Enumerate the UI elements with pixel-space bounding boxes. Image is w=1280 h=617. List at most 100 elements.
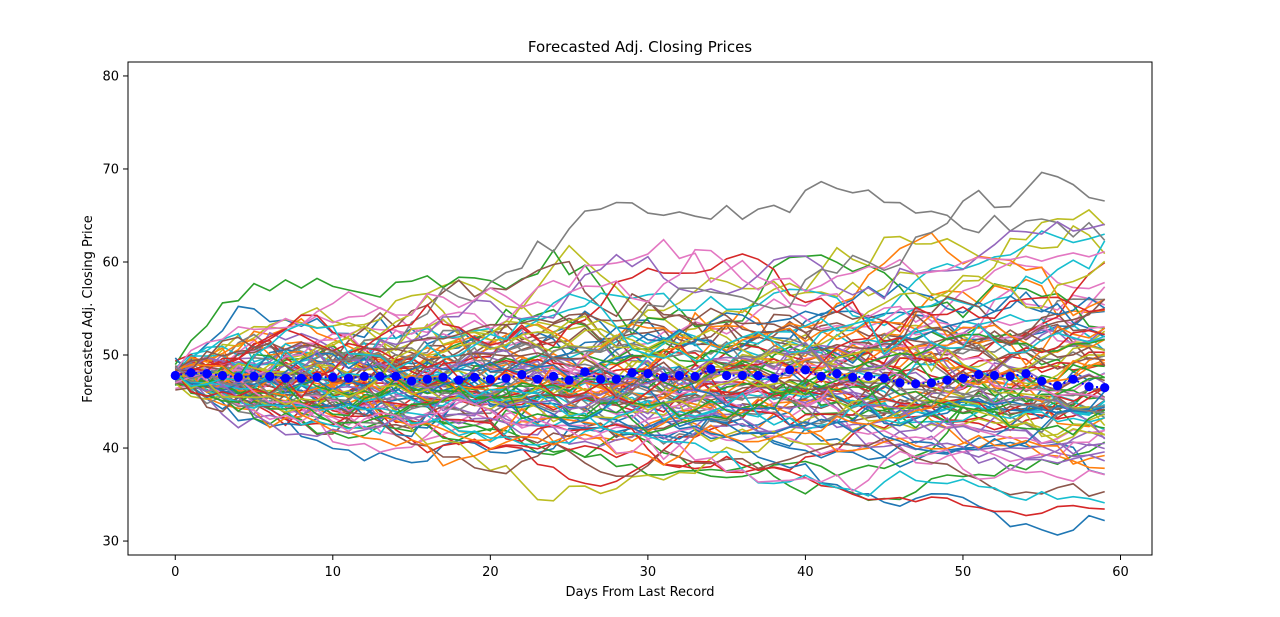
mean-point <box>296 373 306 383</box>
mean-point <box>643 369 653 379</box>
mean-point <box>1052 381 1063 391</box>
x-tick-label: 50 <box>955 565 972 580</box>
simulation-path <box>174 363 1105 439</box>
mean-point <box>470 372 480 382</box>
mean-point <box>989 370 1000 381</box>
mean-point <box>911 379 921 389</box>
simulation-path <box>174 329 1105 414</box>
simulation-path <box>174 373 1105 536</box>
mean-point <box>769 373 779 383</box>
mean-point <box>879 373 889 383</box>
x-tick-label: 30 <box>640 565 657 580</box>
simulation-path <box>174 283 1106 408</box>
mean-point <box>816 371 826 381</box>
chart-title: Forecasted Adj. Closing Prices <box>528 38 752 56</box>
mean-point <box>1100 383 1110 393</box>
mean-point <box>280 373 291 383</box>
simulation-path <box>175 171 1105 419</box>
simulation-path <box>174 352 1105 409</box>
mean-point <box>202 369 212 379</box>
mean-point <box>722 370 732 381</box>
mean-point <box>958 373 968 383</box>
simulation-path <box>175 180 1106 404</box>
mean-point <box>785 365 795 375</box>
mean-point <box>422 374 432 384</box>
simulation-path <box>175 370 1105 466</box>
x-tick-label: 40 <box>797 565 814 580</box>
mean-point <box>1068 374 1078 384</box>
simulation-path <box>174 248 1105 372</box>
mean-point <box>407 376 417 386</box>
mean-point <box>942 375 952 385</box>
mean-point <box>926 378 937 388</box>
mean-point <box>501 373 511 383</box>
mean-point <box>312 372 322 382</box>
simulation-path <box>174 260 1105 375</box>
mean-point <box>217 370 228 381</box>
mean-point <box>737 370 748 381</box>
simulation-path <box>175 359 1105 467</box>
simulation-path <box>175 375 1105 446</box>
x-tick-label: 60 <box>1112 565 1129 580</box>
simulation-path <box>174 230 1105 407</box>
y-tick-label: 30 <box>102 535 119 550</box>
mean-point <box>580 367 590 377</box>
x-tick-label: 20 <box>482 565 499 580</box>
mean-point <box>674 370 685 381</box>
simulation-path <box>174 296 1105 405</box>
mean-point <box>832 369 842 379</box>
mean-point <box>359 371 369 381</box>
mean-point <box>1037 376 1047 386</box>
x-tick-label: 10 <box>325 565 342 580</box>
mean-point <box>233 372 243 382</box>
mean-point <box>485 374 495 384</box>
simulation-path <box>174 238 1105 385</box>
plot-frame <box>127 61 1153 556</box>
mean-point <box>659 372 669 382</box>
mean-point <box>391 371 401 381</box>
x-tick-label: 0 <box>171 565 179 580</box>
simulation-path <box>174 293 1105 387</box>
mean-point <box>249 371 259 381</box>
mean-point <box>517 369 527 380</box>
mean-point <box>454 375 464 385</box>
y-tick-label: 80 <box>102 69 119 84</box>
mean-point <box>170 370 180 381</box>
mean-point <box>627 368 637 378</box>
mean-point <box>533 374 543 384</box>
mean-point <box>800 365 811 375</box>
mean-point <box>328 372 338 382</box>
y-tick-label: 70 <box>102 162 119 177</box>
mean-point <box>690 371 700 381</box>
x-axis: 0 10 20 30 40 50 60 <box>171 555 1129 580</box>
simulation-path <box>175 352 1105 435</box>
y-tick-label: 40 <box>102 442 119 457</box>
simulation-path <box>175 382 1105 498</box>
mean-point <box>186 368 196 378</box>
y-axis-title: Forecasted Adj. Closing Price <box>81 215 96 403</box>
y-tick-label: 50 <box>102 349 119 364</box>
simulation-path <box>174 333 1105 401</box>
mean-point <box>895 378 905 388</box>
mean-point <box>706 364 716 374</box>
x-axis-title: Days From Last Record <box>565 585 714 600</box>
mean-point <box>438 372 448 382</box>
mean-point <box>375 371 385 381</box>
mean-point <box>611 374 622 384</box>
mean-point <box>1005 371 1015 381</box>
simulation-path <box>175 363 1106 434</box>
mean-point <box>596 374 606 384</box>
simulation-path <box>174 371 1106 436</box>
simulation-path <box>175 367 1105 470</box>
mean-point <box>1084 382 1094 392</box>
simulation-path <box>174 344 1105 471</box>
mean-point <box>344 373 354 383</box>
mean-point <box>753 370 763 381</box>
simulation-path <box>175 313 1106 403</box>
simulation-path <box>174 358 1105 445</box>
mean-point <box>265 371 275 381</box>
simulation-path <box>174 294 1106 393</box>
mean-point <box>974 369 984 380</box>
simulation-path <box>174 331 1105 455</box>
